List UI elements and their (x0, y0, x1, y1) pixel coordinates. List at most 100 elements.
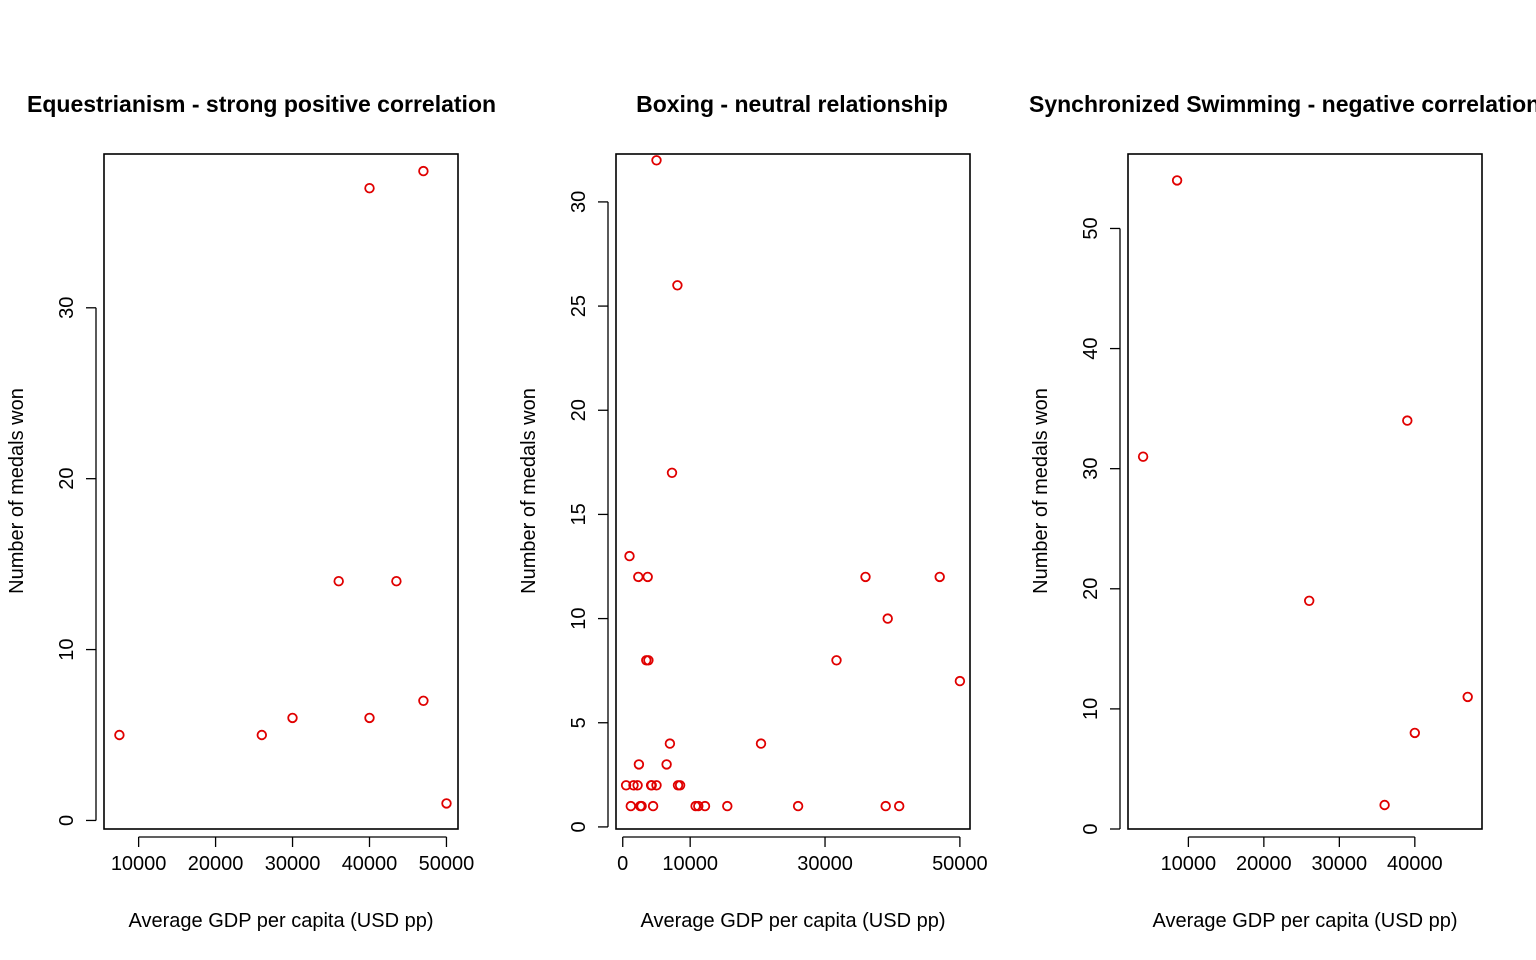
x-tick-label: 10000 (1161, 853, 1217, 875)
data-point (418, 695, 429, 707)
panel-equestrianism: Equestrianism - strong positive correlat… (6, 91, 496, 932)
x-axis: 10000 20000 30000 40000 50000 (111, 836, 475, 875)
x-tick-label: 30000 (265, 853, 321, 875)
data-point (636, 800, 647, 812)
data-point (699, 800, 711, 812)
data-point (114, 729, 125, 741)
y-tick-label: 30 (1080, 458, 1102, 480)
y-axis-label: Number of medals won (6, 388, 28, 594)
data-point (860, 571, 871, 583)
data-point (1137, 451, 1149, 462)
y-axis: 0 10 20 30 40 50 (1080, 217, 1121, 835)
data-point (633, 759, 645, 770)
data-point (632, 780, 643, 791)
data-point (693, 800, 704, 812)
y-tick-label: 20 (1080, 578, 1102, 600)
y-tick-label: 0 (1080, 823, 1102, 834)
data-point (954, 675, 966, 687)
panel-synchronized-swimming: Synchronized Swimming - negative correla… (1029, 91, 1536, 932)
y-tick-label: 40 (1080, 337, 1102, 359)
x-tick-label: 40000 (1387, 853, 1443, 875)
plot-frame (103, 153, 459, 830)
data-point (672, 280, 683, 291)
data-point (287, 712, 298, 724)
data-point (831, 655, 842, 666)
y-tick-label: 20 (568, 399, 590, 421)
data-point (880, 800, 891, 812)
data-point (628, 780, 639, 791)
data-point (666, 467, 678, 479)
x-axis: 0 10000 30000 50000 (617, 836, 988, 875)
data-point (364, 182, 375, 194)
data-point (792, 800, 804, 812)
data-point (1303, 595, 1315, 607)
data-point (651, 780, 662, 791)
x-axis-label: Average GDP per capita (USD pp) (641, 910, 946, 932)
y-axis: 0 5 10 15 20 25 30 (568, 191, 609, 832)
y-tick-label: 15 (568, 503, 590, 525)
data-point (620, 780, 632, 791)
data-point (674, 780, 686, 791)
x-axis: 10000 20000 30000 40000 (1161, 836, 1443, 875)
y-tick-label: 10 (1080, 698, 1102, 720)
data-point (1171, 175, 1183, 186)
data-point (391, 576, 402, 587)
data-point (333, 576, 344, 587)
x-tick-label: 50000 (932, 853, 988, 875)
x-axis-label: Average GDP per capita (USD pp) (1153, 910, 1458, 932)
panel-title: Equestrianism - strong positive correlat… (27, 91, 496, 117)
data-point (418, 165, 429, 177)
x-tick-label: 30000 (1312, 853, 1368, 875)
data-point (1402, 415, 1413, 426)
data-point (647, 800, 659, 812)
data-point (722, 800, 733, 812)
data-point (651, 155, 662, 166)
x-tick-label: 10000 (662, 853, 718, 875)
y-tick-label: 0 (568, 821, 590, 832)
x-tick-label: 10000 (111, 853, 167, 875)
data-point (633, 571, 644, 583)
data-point (441, 798, 452, 809)
data-point (755, 738, 767, 749)
panel-title: Boxing - neutral relationship (636, 91, 948, 117)
y-tick-label: 30 (568, 191, 590, 213)
data-point (642, 571, 653, 583)
x-tick-label: 30000 (797, 853, 853, 875)
plot-frame (615, 153, 971, 830)
x-tick-label: 0 (617, 853, 628, 875)
y-axis-label: Number of medals won (1030, 388, 1052, 594)
data-point (894, 800, 905, 812)
y-tick-label: 10 (56, 638, 78, 660)
x-tick-label: 20000 (1236, 853, 1292, 875)
data-point (625, 800, 637, 812)
data-point (661, 759, 672, 770)
x-tick-label: 50000 (419, 853, 475, 875)
y-tick-label: 10 (568, 607, 590, 629)
plot-frame (1127, 153, 1483, 830)
data-point (1462, 691, 1473, 703)
data-point (664, 738, 676, 749)
data-point (646, 780, 657, 791)
x-tick-label: 40000 (342, 853, 398, 875)
data-points (114, 165, 452, 809)
panel-title: Synchronized Swimming - negative correla… (1029, 91, 1536, 117)
panel-boxing: Boxing - neutral relationship 0 10000 3000… (518, 91, 988, 932)
y-tick-label: 5 (568, 717, 590, 728)
y-axis-label: Number of medals won (518, 388, 540, 594)
data-point (256, 729, 268, 741)
x-tick-label: 20000 (188, 853, 244, 875)
data-point (643, 655, 654, 666)
y-tick-label: 20 (56, 468, 78, 490)
y-tick-label: 50 (1080, 217, 1102, 239)
x-axis-label: Average GDP per capita (USD pp) (129, 910, 434, 932)
data-point (624, 550, 635, 562)
data-point (934, 571, 945, 583)
y-axis: 0 10 20 30 (56, 297, 97, 826)
y-tick-label: 0 (56, 815, 78, 826)
data-points (620, 155, 966, 812)
data-point (364, 712, 375, 724)
data-point (1379, 799, 1390, 811)
y-tick-label: 30 (56, 297, 78, 319)
data-point (1409, 727, 1421, 739)
